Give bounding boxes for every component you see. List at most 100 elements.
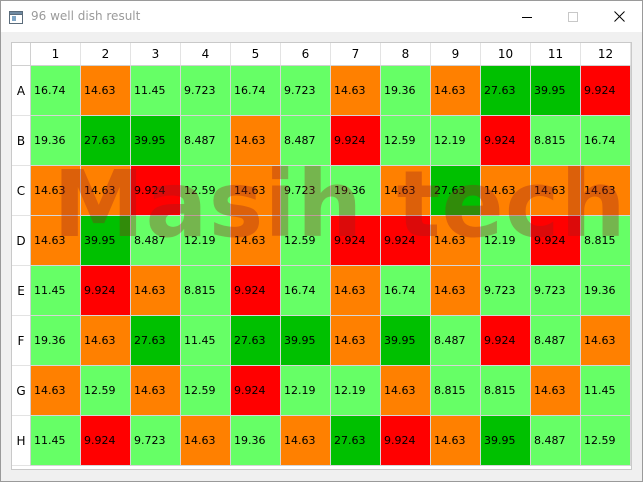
well-cell[interactable]: 16.74 <box>231 66 281 116</box>
well-cell[interactable]: 27.63 <box>331 416 381 466</box>
well-cell[interactable]: 8.487 <box>431 316 481 366</box>
well-cell[interactable]: 16.74 <box>281 266 331 316</box>
well-cell[interactable]: 19.36 <box>231 416 281 466</box>
well-cell[interactable]: 12.19 <box>431 116 481 166</box>
column-header[interactable]: 7 <box>331 43 381 66</box>
well-cell[interactable]: 9.924 <box>231 266 281 316</box>
well-cell[interactable]: 12.59 <box>281 216 331 266</box>
column-header[interactable]: 2 <box>81 43 131 66</box>
well-cell[interactable]: 9.924 <box>331 116 381 166</box>
well-cell[interactable]: 9.924 <box>231 366 281 416</box>
well-cell[interactable]: 14.63 <box>431 416 481 466</box>
well-cell[interactable]: 14.63 <box>581 166 631 216</box>
well-cell[interactable]: 14.63 <box>131 366 181 416</box>
well-cell[interactable]: 14.63 <box>531 166 581 216</box>
well-cell[interactable]: 14.63 <box>331 316 381 366</box>
well-cell[interactable]: 12.19 <box>481 216 531 266</box>
well-cell[interactable]: 9.924 <box>581 66 631 116</box>
well-cell[interactable]: 9.924 <box>81 416 131 466</box>
well-cell[interactable]: 14.63 <box>81 66 131 116</box>
well-cell[interactable]: 9.723 <box>131 416 181 466</box>
well-cell[interactable]: 14.63 <box>431 266 481 316</box>
well-cell[interactable]: 12.19 <box>331 366 381 416</box>
row-header[interactable]: A <box>12 66 31 116</box>
well-cell[interactable]: 12.59 <box>81 366 131 416</box>
row-header[interactable]: G <box>12 366 31 416</box>
well-cell[interactable]: 8.487 <box>531 316 581 366</box>
well-cell[interactable]: 14.63 <box>331 66 381 116</box>
row-header[interactable]: F <box>12 316 31 366</box>
well-cell[interactable]: 8.487 <box>131 216 181 266</box>
well-cell[interactable]: 9.924 <box>481 316 531 366</box>
column-header[interactable]: 4 <box>181 43 231 66</box>
column-header[interactable]: 11 <box>531 43 581 66</box>
well-cell[interactable]: 8.487 <box>531 416 581 466</box>
well-cell[interactable]: 16.74 <box>31 66 81 116</box>
well-cell[interactable]: 9.924 <box>381 416 431 466</box>
well-cell[interactable]: 39.95 <box>131 116 181 166</box>
well-cell[interactable]: 14.63 <box>31 216 81 266</box>
well-cell[interactable]: 9.924 <box>331 216 381 266</box>
column-header[interactable]: 5 <box>231 43 281 66</box>
well-cell[interactable]: 11.45 <box>181 316 231 366</box>
well-cell[interactable]: 12.59 <box>381 116 431 166</box>
well-cell[interactable]: 12.59 <box>181 166 231 216</box>
well-cell[interactable]: 8.815 <box>531 116 581 166</box>
well-cell[interactable]: 14.63 <box>81 166 131 216</box>
well-cell[interactable]: 14.63 <box>581 316 631 366</box>
well-cell[interactable]: 11.45 <box>131 66 181 116</box>
well-cell[interactable]: 14.63 <box>481 166 531 216</box>
minimize-button[interactable] <box>504 1 550 32</box>
well-cell[interactable]: 27.63 <box>81 116 131 166</box>
well-cell[interactable]: 27.63 <box>431 166 481 216</box>
well-cell[interactable]: 11.45 <box>31 266 81 316</box>
maximize-button[interactable] <box>550 1 596 32</box>
well-cell[interactable]: 14.63 <box>231 116 281 166</box>
well-cell[interactable]: 14.63 <box>431 66 481 116</box>
well-cell[interactable]: 8.815 <box>581 216 631 266</box>
well-cell[interactable]: 39.95 <box>531 66 581 116</box>
well-cell[interactable]: 9.924 <box>531 216 581 266</box>
well-cell[interactable]: 9.723 <box>181 66 231 116</box>
close-button[interactable] <box>596 1 642 32</box>
well-cell[interactable]: 14.63 <box>31 166 81 216</box>
column-header[interactable]: 6 <box>281 43 331 66</box>
well-cell[interactable]: 19.36 <box>581 266 631 316</box>
well-cell[interactable]: 39.95 <box>381 316 431 366</box>
well-cell[interactable]: 16.74 <box>581 116 631 166</box>
well-cell[interactable]: 39.95 <box>281 316 331 366</box>
well-cell[interactable]: 14.63 <box>181 416 231 466</box>
row-header[interactable]: E <box>12 266 31 316</box>
well-cell[interactable]: 14.63 <box>31 366 81 416</box>
title-bar[interactable]: 96 well dish result <box>1 1 642 32</box>
well-cell[interactable]: 9.924 <box>481 116 531 166</box>
well-cell[interactable]: 12.59 <box>181 366 231 416</box>
well-cell[interactable]: 11.45 <box>31 416 81 466</box>
well-cell[interactable]: 14.63 <box>531 366 581 416</box>
row-header[interactable]: B <box>12 116 31 166</box>
well-cell[interactable]: 27.63 <box>481 66 531 116</box>
well-cell[interactable]: 9.723 <box>531 266 581 316</box>
well-cell[interactable]: 12.19 <box>181 216 231 266</box>
well-cell[interactable]: 12.59 <box>581 416 631 466</box>
well-cell[interactable]: 14.63 <box>81 316 131 366</box>
well-cell[interactable]: 14.63 <box>381 166 431 216</box>
row-header[interactable]: H <box>12 416 31 466</box>
column-header[interactable]: 10 <box>481 43 531 66</box>
well-cell[interactable]: 8.815 <box>181 266 231 316</box>
well-cell[interactable]: 8.487 <box>181 116 231 166</box>
well-cell[interactable]: 39.95 <box>481 416 531 466</box>
well-cell[interactable]: 19.36 <box>331 166 381 216</box>
column-header[interactable]: 8 <box>381 43 431 66</box>
well-cell[interactable]: 19.36 <box>31 316 81 366</box>
column-header[interactable]: 1 <box>31 43 81 66</box>
column-header[interactable]: 3 <box>131 43 181 66</box>
well-cell[interactable]: 14.63 <box>431 216 481 266</box>
well-cell[interactable]: 14.63 <box>231 166 281 216</box>
well-cell[interactable]: 9.723 <box>281 166 331 216</box>
well-cell[interactable]: 14.63 <box>131 266 181 316</box>
well-cell[interactable]: 9.924 <box>381 216 431 266</box>
well-cell[interactable]: 19.36 <box>31 116 81 166</box>
well-cell[interactable]: 8.815 <box>431 366 481 416</box>
column-header[interactable]: 12 <box>581 43 631 66</box>
